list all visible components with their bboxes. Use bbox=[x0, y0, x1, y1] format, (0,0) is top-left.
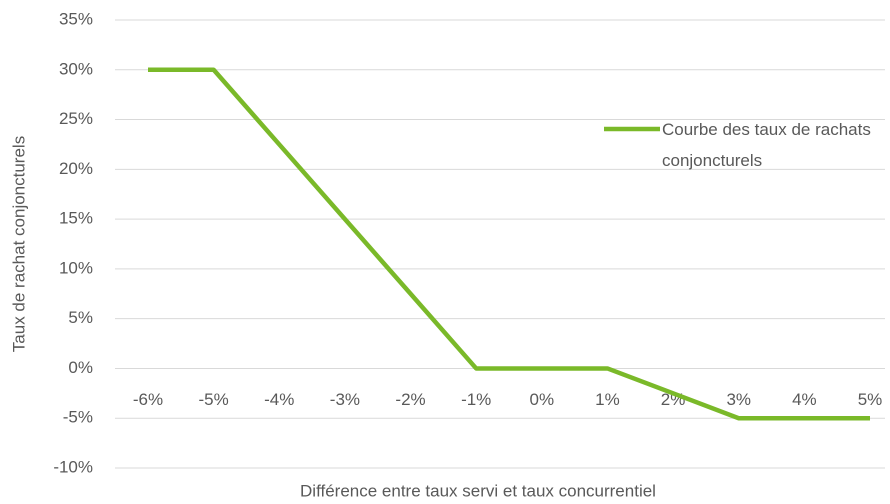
x-tick-label: -5% bbox=[199, 390, 229, 409]
x-tick-label: -1% bbox=[461, 390, 491, 409]
y-tick-label: -5% bbox=[63, 408, 93, 427]
x-tick-label: -2% bbox=[395, 390, 425, 409]
y-tick-label: -10% bbox=[53, 457, 93, 476]
y-axis-title: Taux de rachat conjoncturels bbox=[9, 136, 28, 352]
x-tick-label: 4% bbox=[792, 390, 817, 409]
x-tick-label: -4% bbox=[264, 390, 294, 409]
y-tick-label: 0% bbox=[68, 358, 93, 377]
x-tick-label: -6% bbox=[133, 390, 163, 409]
y-tick-label: 25% bbox=[59, 109, 93, 128]
data-line bbox=[148, 67, 870, 421]
x-tick-label: 1% bbox=[595, 390, 620, 409]
y-tick-label: 30% bbox=[59, 59, 93, 78]
x-tick-label: 5% bbox=[858, 390, 883, 409]
y-tick-label: 5% bbox=[68, 308, 93, 327]
legend-label: Courbe des taux de rachats conjoncturels bbox=[662, 120, 871, 170]
y-tick-label: 35% bbox=[59, 9, 93, 28]
x-axis-title: Différence entre taux servi et taux conc… bbox=[300, 481, 656, 500]
y-tick-label: 20% bbox=[59, 159, 93, 178]
x-tick-label: 0% bbox=[530, 390, 555, 409]
y-tick-label: 10% bbox=[59, 258, 93, 277]
y-tick-label: 15% bbox=[59, 209, 93, 228]
x-tick-label: -3% bbox=[330, 390, 360, 409]
x-tick-label: 3% bbox=[726, 390, 751, 409]
